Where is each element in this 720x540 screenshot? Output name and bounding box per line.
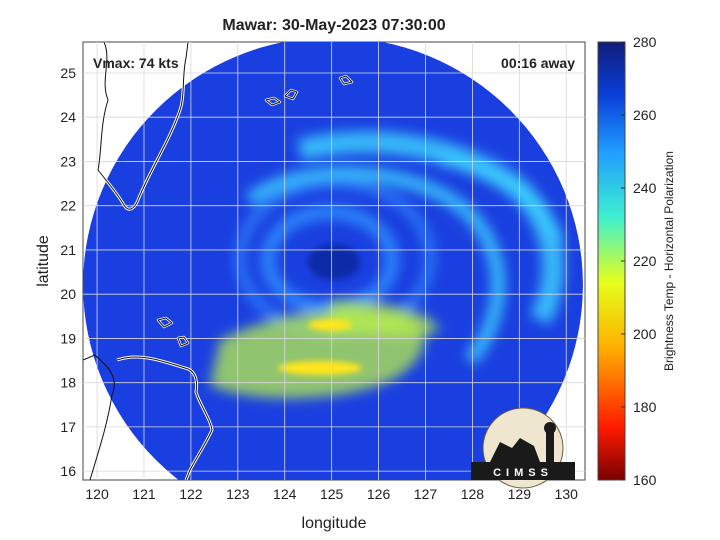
colorbar-gradient (597, 41, 626, 481)
grid-lines (83, 42, 585, 480)
y-tick-label: 23 (60, 153, 76, 169)
y-tick-label: 24 (60, 109, 76, 125)
colorbar-tick-labels: 160 180 200 220 240 260 280 (621, 34, 657, 488)
y-tick-label: 21 (60, 242, 76, 258)
x-tick-label: 125 (320, 486, 344, 502)
x-tick-label: 130 (555, 486, 579, 502)
colorbar-tick-label: 220 (633, 253, 657, 269)
cimss-logo-text: CIMSS (493, 467, 553, 479)
x-axis-label: longitude (302, 515, 367, 532)
y-tick-label: 18 (60, 375, 76, 391)
x-tick-label: 121 (132, 486, 156, 502)
colorbar-tick-label: 240 (633, 180, 657, 196)
y-tick-label: 22 (60, 198, 76, 214)
y-tick-label: 16 (60, 463, 76, 479)
colorbar-tick-label: 160 (633, 472, 657, 488)
colorbar-tick-label: 200 (633, 326, 657, 342)
y-tick-labels: 16 17 18 19 20 21 22 23 24 25 (60, 65, 76, 479)
x-tick-labels: 120 121 122 123 124 125 126 127 128 129 130 (85, 486, 578, 502)
vmax-label: Vmax: 74 kts (93, 55, 179, 71)
x-tick-label: 122 (179, 486, 203, 502)
plot-area: Vmax: 74 kts 00:16 away CIMSS 120 121 122 1… (60, 41, 586, 502)
x-tick-label: 129 (508, 486, 532, 502)
y-tick-label: 17 (60, 419, 76, 435)
x-tick-label: 124 (273, 486, 297, 502)
y-axis-label: latitude (35, 235, 52, 287)
y-tick-label: 25 (60, 65, 76, 81)
y-tick-label: 19 (60, 330, 76, 346)
microwave-swath (83, 42, 583, 480)
chart-title: Mawar: 30-May-2023 07:30:00 (222, 17, 445, 34)
time-away-label: 00:16 away (501, 55, 575, 71)
x-tick-label: 120 (85, 486, 109, 502)
colorbar-label: Brightness Temp - Horizontal Polarizatio… (662, 151, 676, 371)
y-tick-label: 20 (60, 286, 76, 302)
x-tick-label: 128 (461, 486, 485, 502)
colorbar-tick-label: 180 (633, 399, 657, 415)
x-tick-label: 127 (414, 486, 438, 502)
cimss-logo: CIMSS (471, 407, 575, 489)
coastlines (83, 42, 354, 480)
x-tick-label: 126 (367, 486, 391, 502)
colorbar: 160 180 200 220 240 260 280 Brightness Temp - … (597, 34, 676, 488)
x-tick-label: 123 (226, 486, 250, 502)
colorbar-tick-label: 280 (633, 34, 657, 50)
colorbar-tick-label: 260 (633, 107, 657, 123)
